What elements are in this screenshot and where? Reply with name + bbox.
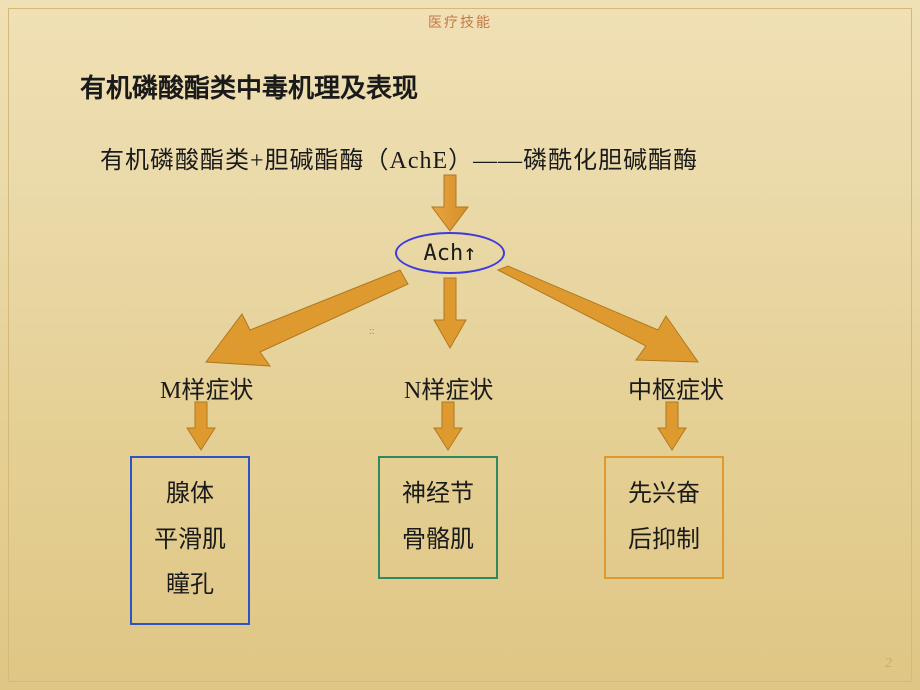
box-left-line-1: 腺体 (154, 472, 226, 518)
slide-title: 有机磷酸酯类中毒机理及表现 (80, 68, 418, 105)
arrow-to-middle-branch (432, 278, 468, 350)
box-left-line-3: 瞳孔 (154, 563, 226, 609)
page-number: 2 (885, 656, 892, 672)
box-middle-line-2: 骨骼肌 (402, 518, 474, 564)
arrow-left-to-box (185, 402, 217, 452)
small-mark: :: (369, 326, 375, 337)
arrow-right-to-box (656, 402, 688, 452)
arrow-to-right-branch (498, 266, 708, 366)
header-category: 医疗技能 (428, 12, 492, 32)
reaction-equation: 有机磷酸酯类+胆碱酯酶（AchE）——磷酰化胆碱酯酶 (100, 140, 698, 175)
box-left-line-2: 平滑肌 (154, 518, 226, 564)
branch-label-left: M样症状 (160, 370, 253, 405)
result-box-middle: 神经节 骨骼肌 (378, 456, 498, 579)
branch-label-right: 中枢症状 (628, 370, 724, 405)
ach-node: Ach↑ (395, 232, 505, 274)
box-right-line-2: 后抑制 (628, 518, 700, 564)
arrow-to-left-branch (200, 270, 410, 370)
branch-label-middle: N样症状 (404, 370, 493, 405)
arrow-middle-to-box (432, 402, 464, 452)
box-middle-line-1: 神经节 (402, 472, 474, 518)
ach-label: Ach↑ (424, 241, 477, 266)
result-box-left: 腺体 平滑肌 瞳孔 (130, 456, 250, 625)
arrow-down-to-ach (430, 175, 470, 233)
result-box-right: 先兴奋 后抑制 (604, 456, 724, 579)
box-right-line-1: 先兴奋 (628, 472, 700, 518)
